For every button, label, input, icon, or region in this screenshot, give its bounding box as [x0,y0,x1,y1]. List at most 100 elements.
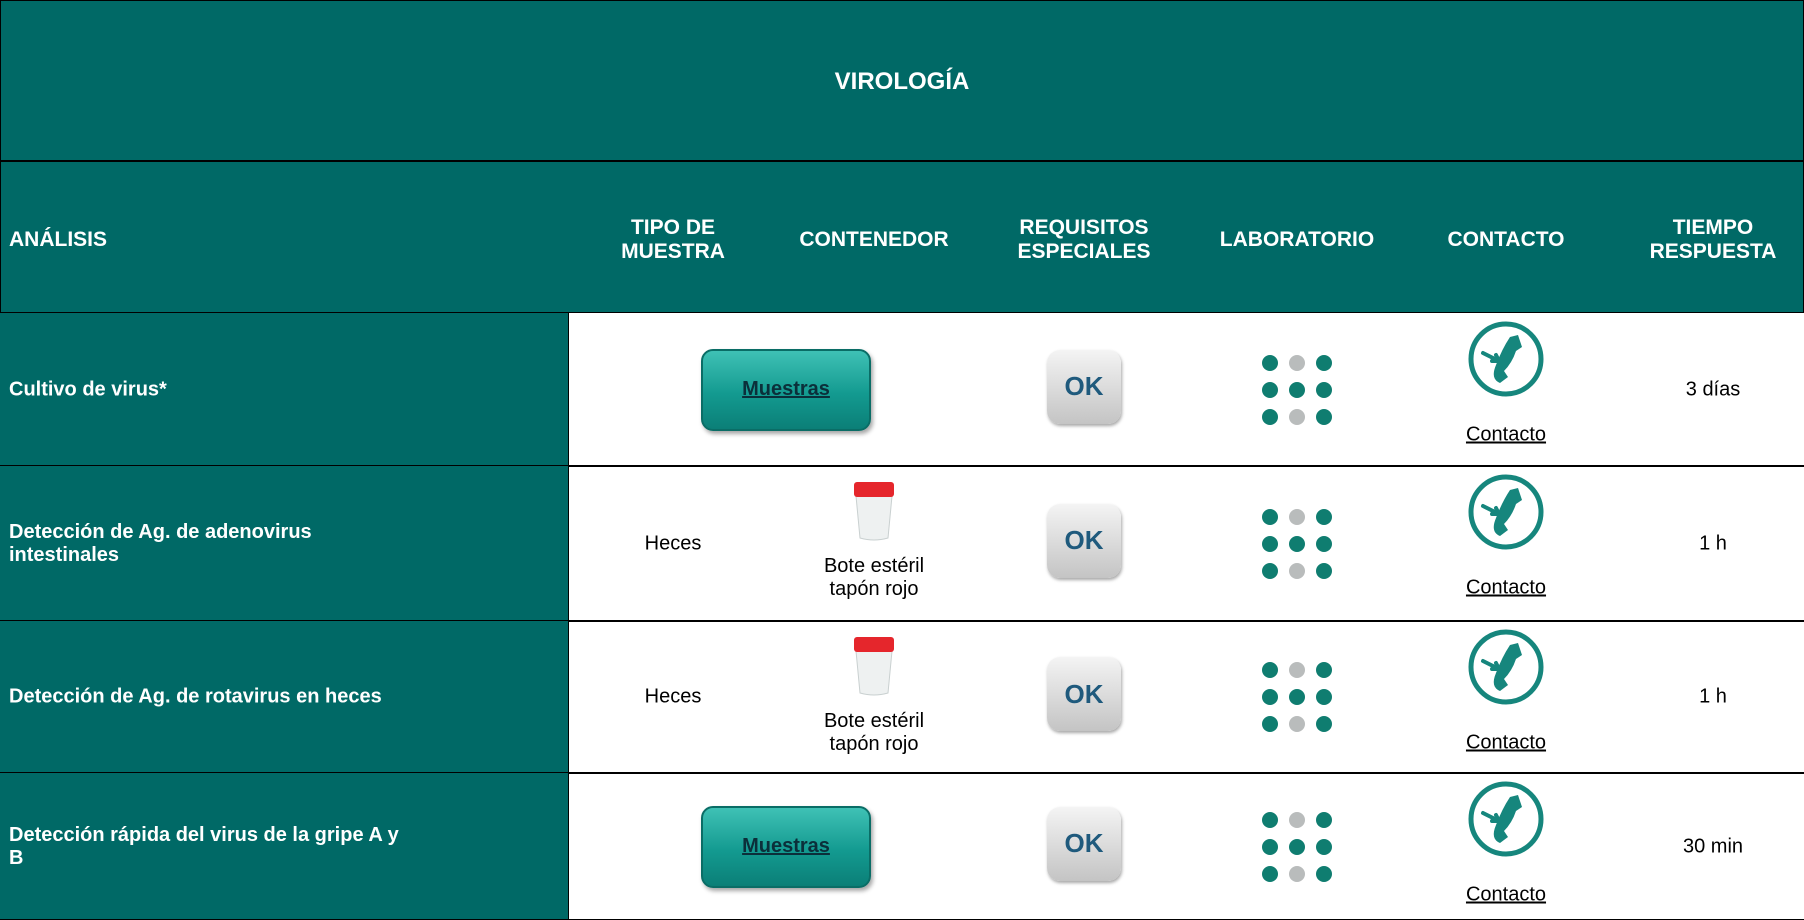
contact-icon[interactable] [1466,472,1546,552]
lab-dot [1262,662,1278,678]
analysis-text: Detección de Ag. de adenovirus intestinal… [9,521,312,567]
lab-dot [1316,838,1332,855]
lab-dot [1316,716,1332,732]
lab-dot [1289,865,1305,882]
header-line: CONTACTO [1447,227,1565,251]
lab-dot [1262,811,1278,828]
contact-icon[interactable] [1466,779,1546,859]
analysis-line: Detección rápida del virus de la gripe A… [9,823,399,846]
header-line: MUESTRA [621,240,725,263]
requirements-icon: OK [1047,503,1121,578]
lab-dot [1262,716,1278,732]
contact-link[interactable]: Contacto [1465,423,1547,446]
header-line: CONTENEDOR [799,227,949,251]
column-header: REQUISITOS ESPECIALES [1017,216,1150,264]
container-line: Bote estéril [823,555,925,577]
analysis-cell [0,313,569,466]
lab-dot [1316,689,1332,705]
lab-dot [1262,354,1278,371]
samples-button[interactable]: Muestras [701,805,871,888]
container-line: tapón rojo [829,733,919,755]
header-line: TIPO DE [630,215,715,239]
lab-dot [1262,865,1278,882]
lab-dot [1316,562,1332,579]
contact-icon[interactable] [1466,319,1546,399]
container-text: Bote estéril tapón rojo [824,555,924,601]
title-band [0,0,1804,161]
column-header: TIPO DE MUESTRA [621,216,725,264]
lab-dot [1316,865,1332,882]
lab-dot [1289,811,1305,828]
header-line: ESPECIALES [1017,240,1151,263]
column-header: ANÁLISIS [9,228,107,252]
contact-link[interactable]: Contacto [1465,731,1547,754]
analysis-text: Detección rápida del virus de la gripe A… [9,824,399,870]
contact-link[interactable]: Contacto [1465,883,1547,906]
requirements-icon: OK [1047,806,1121,881]
lab-dot [1316,508,1332,525]
page-title: VIROLOGÍA [834,68,970,96]
contact-link[interactable]: Contacto [1465,576,1547,599]
column-header: CONTACTO [1447,228,1564,252]
lab-dot [1289,838,1305,855]
lab-dot [1289,508,1305,525]
lab-dot [1262,508,1278,525]
container-icon [846,480,902,542]
lab-dot [1262,562,1278,579]
analysis-text: Detección de Ag. de rotavirus en heces [9,686,382,709]
lab-dot [1289,535,1305,552]
analysis-line: Detección de Ag. de rotavirus en heces [9,685,382,708]
header-line: TIEMPO [1672,215,1754,239]
lab-dot [1316,811,1332,828]
contact-icon[interactable] [1466,627,1546,707]
requirements-icon: OK [1047,657,1121,731]
lab-dot [1262,689,1278,705]
container-line: tapón rojo [829,578,919,600]
response-time: 30 min [1682,835,1744,857]
lab-dot [1289,716,1305,732]
lab-dot [1316,408,1332,425]
container-text: Bote estéril tapón rojo [824,710,924,756]
row-divider [0,772,1804,774]
analysis-cell [0,621,569,773]
lab-dot [1289,662,1305,678]
column-header: CONTENEDOR [799,228,948,252]
header-band [0,161,1804,313]
lab-dot [1262,381,1278,398]
header-line: REQUISITOS [1019,215,1149,239]
sample-type: Heces [644,685,702,708]
response-time: 1 h [1699,532,1727,554]
lab-dot [1262,408,1278,425]
analysis-line: intestinales [9,543,120,566]
header-line: ANÁLISIS [9,227,108,251]
lab-dot [1262,535,1278,552]
lab-dot [1262,838,1278,855]
sample-type: Heces [644,532,702,554]
analysis-cell [0,466,569,621]
header-line: LABORATORIO [1219,227,1375,251]
lab-dot [1289,562,1305,579]
lab-dot [1316,354,1332,371]
lab-dot [1289,408,1305,425]
lab-dot [1316,535,1332,552]
analysis-line: B [9,846,24,869]
column-header: LABORATORIO [1220,228,1374,252]
samples-button[interactable]: Muestras [701,348,871,431]
response-time: 1 h [1699,685,1727,708]
column-header: TIEMPO RESPUESTA [1650,216,1777,264]
container-line: Bote estéril [823,710,925,732]
analysis-text: Cultivo de virus* [9,378,167,401]
requirements-icon: OK [1047,349,1121,424]
lab-dot [1289,689,1305,705]
response-time: 3 días [1685,378,1741,400]
header-line: RESPUESTA [1649,240,1777,263]
container-icon [846,635,902,697]
row-divider [0,620,1804,622]
lab-dot [1289,354,1305,371]
lab-dot [1316,381,1332,398]
row-divider [0,465,1804,467]
lab-dot [1289,381,1305,398]
analysis-line: Cultivo de virus* [9,378,167,400]
lab-dot [1316,662,1332,678]
